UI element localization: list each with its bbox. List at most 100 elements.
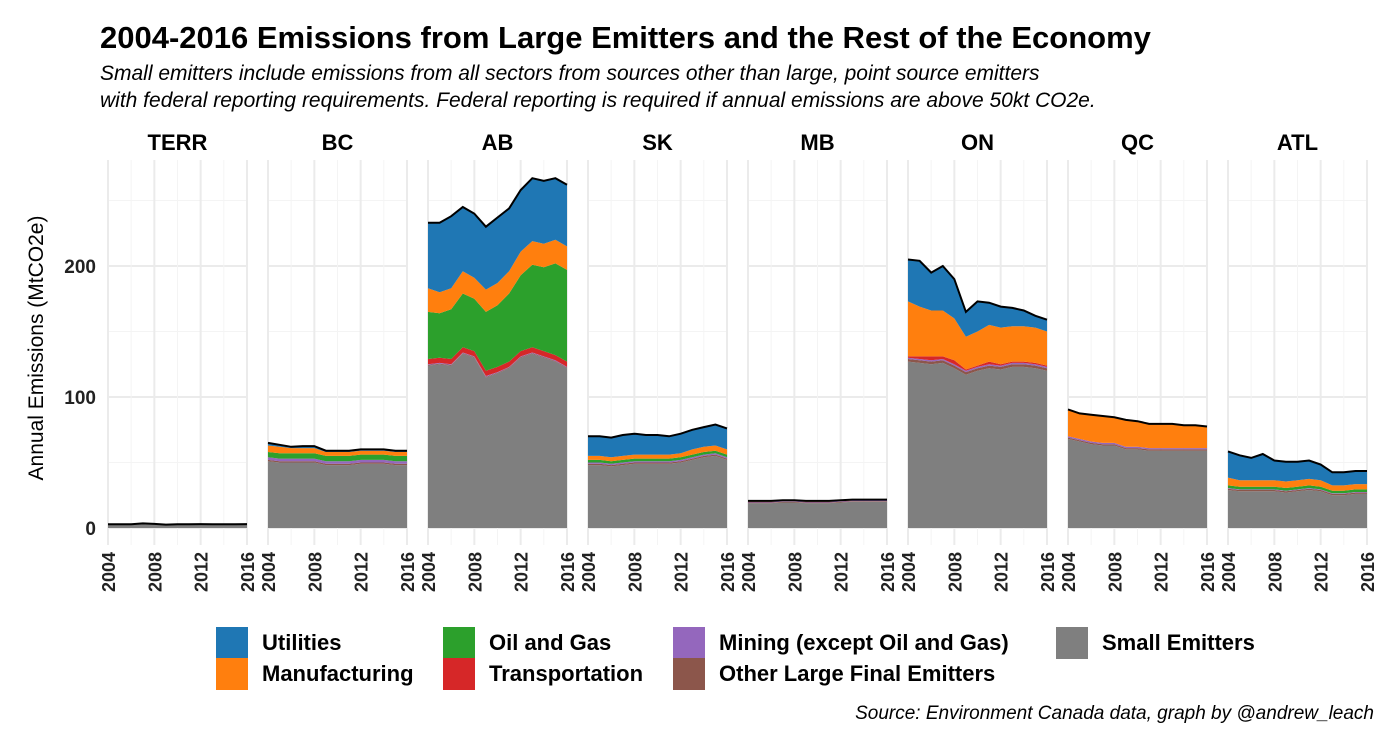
- area-small-emitters: [268, 461, 407, 528]
- facet-label: SK: [642, 130, 673, 155]
- area-manufacturing: [1228, 477, 1367, 491]
- x-tick-label: 2004: [1219, 552, 1239, 592]
- area-transportation: [428, 347, 567, 376]
- y-tick-label: 200: [64, 257, 96, 278]
- x-tick-label: 2008: [145, 552, 165, 592]
- legend-label: Manufacturing: [262, 661, 414, 686]
- area-transportation: [908, 356, 1047, 371]
- area-manufacturing: [428, 239, 567, 314]
- x-tick-label: 2008: [465, 552, 485, 592]
- area-other-large-final-emitters: [1068, 437, 1207, 451]
- area-small-emitters: [1228, 490, 1367, 528]
- legend-item: Utilities: [216, 627, 341, 659]
- area-utilities: [908, 259, 1047, 337]
- legend-swatch: [1056, 627, 1088, 659]
- area-small-emitters: [1068, 438, 1207, 528]
- x-tick-label: 2008: [945, 552, 965, 592]
- y-axis-label: Annual Emissions (MtCO2e): [25, 216, 48, 481]
- area-utilities: [1228, 451, 1367, 486]
- area-utilities: [588, 424, 727, 458]
- chart-subtitle-line-2: with federal reporting requirements. Fed…: [100, 89, 1096, 112]
- facet-label: TERR: [148, 130, 208, 155]
- x-tick-label: 2008: [1265, 552, 1285, 592]
- total-outline: [588, 423, 728, 439]
- facet-panel-terr: TERR 2004 2008 2012 2016: [99, 130, 258, 592]
- x-tick-label: 2016: [718, 552, 738, 592]
- legend-item: Other Large Final Emitters: [673, 658, 995, 690]
- legend-swatch: [216, 658, 248, 690]
- area-other-large-final-emitters: [748, 501, 887, 504]
- facet-panel-sk: SK 2004 2008 2012 2016: [579, 130, 738, 592]
- facet-label: ON: [961, 130, 994, 155]
- area-oil-and-gas: [1228, 485, 1367, 494]
- facet-panel-ab: AB 2004 2008 2012 2016: [419, 130, 578, 592]
- area-utilities: [428, 178, 567, 293]
- area-oil-and-gas: [268, 452, 407, 462]
- total-outline: [267, 441, 407, 452]
- total-outline: [748, 498, 887, 502]
- x-tick-label: 2004: [259, 552, 279, 592]
- x-tick-label: 2012: [672, 552, 692, 592]
- chart-caption: Source: Environment Canada data, graph b…: [855, 703, 1374, 724]
- y-tick-label: 100: [64, 388, 96, 409]
- x-tick-label: 2008: [785, 552, 805, 592]
- legend-item: Mining (except Oil and Gas): [673, 627, 1009, 659]
- total-outline: [907, 258, 1048, 321]
- x-tick-label: 2016: [398, 552, 418, 592]
- x-tick-label: 2008: [625, 552, 645, 592]
- legend-label: Other Large Final Emitters: [719, 661, 996, 686]
- area-manufacturing: [588, 445, 727, 462]
- facet-panel-on: ON 2004 2008 2012 2016: [899, 130, 1058, 592]
- total-outline: [1227, 450, 1367, 474]
- area-other-large-final-emitters: [588, 454, 727, 467]
- area-small-emitters: [428, 353, 567, 528]
- total-outline: [1067, 408, 1208, 428]
- x-tick-label: 2016: [878, 552, 898, 592]
- area-mining-except-oil-and-gas: [268, 457, 407, 464]
- area-oil-and-gas: [428, 263, 567, 371]
- x-tick-label: 2012: [352, 552, 372, 592]
- x-tick-label: 2004: [579, 552, 599, 592]
- legend-item: Oil and Gas: [443, 627, 611, 659]
- legend-item: Transportation: [443, 658, 643, 690]
- x-tick-label: 2016: [1038, 552, 1058, 592]
- x-tick-label: 2004: [1059, 552, 1079, 592]
- chart-title: 2004-2016 Emissions from Large Emitters …: [100, 20, 1151, 55]
- facet-label: ATL: [1277, 130, 1318, 155]
- x-tick-label: 2008: [305, 552, 325, 592]
- legend-swatch: [443, 658, 475, 690]
- total-outline: [108, 522, 248, 526]
- facet-label: BC: [322, 130, 354, 155]
- area-small-emitters: [588, 455, 727, 528]
- area-manufacturing: [908, 301, 1047, 370]
- area-mining-except-oil-and-gas: [748, 500, 887, 503]
- legend-swatch: [216, 627, 248, 659]
- x-tick-label: 2012: [1152, 552, 1172, 592]
- facet-panel-atl: ATL 2004 2008 2012 2016: [1219, 130, 1378, 592]
- area-mining-except-oil-and-gas: [1068, 436, 1207, 450]
- facet-panel-qc: QC 2004 2008 2012 2016: [1059, 130, 1218, 592]
- legend-label: Transportation: [489, 661, 644, 686]
- x-tick-label: 2004: [419, 552, 439, 592]
- x-tick-label: 2012: [1312, 552, 1332, 592]
- facet-label: AB: [482, 130, 514, 155]
- x-tick-label: 2012: [512, 552, 532, 592]
- legend-swatch: [673, 658, 705, 690]
- x-tick-label: 2016: [238, 552, 258, 592]
- x-tick-label: 2016: [1198, 552, 1218, 592]
- facet-label: MB: [800, 130, 834, 155]
- total-outline: [428, 177, 568, 229]
- area-other-large-final-emitters: [1228, 488, 1367, 496]
- legend-swatch: [443, 627, 475, 659]
- area-mining-except-oil-and-gas: [1228, 488, 1367, 494]
- legend-swatch: [673, 627, 705, 659]
- x-tick-label: 2012: [832, 552, 852, 592]
- y-tick-label: 0: [85, 519, 96, 540]
- x-tick-label: 2012: [992, 552, 1012, 592]
- chart-subtitle-line-1: Small emitters include emissions from al…: [100, 62, 1040, 85]
- legend-item: Small Emitters: [1056, 627, 1255, 659]
- legend-label: Oil and Gas: [489, 630, 612, 655]
- area-small-emitters: [908, 361, 1047, 528]
- legend-label: Small Emitters: [1102, 630, 1255, 655]
